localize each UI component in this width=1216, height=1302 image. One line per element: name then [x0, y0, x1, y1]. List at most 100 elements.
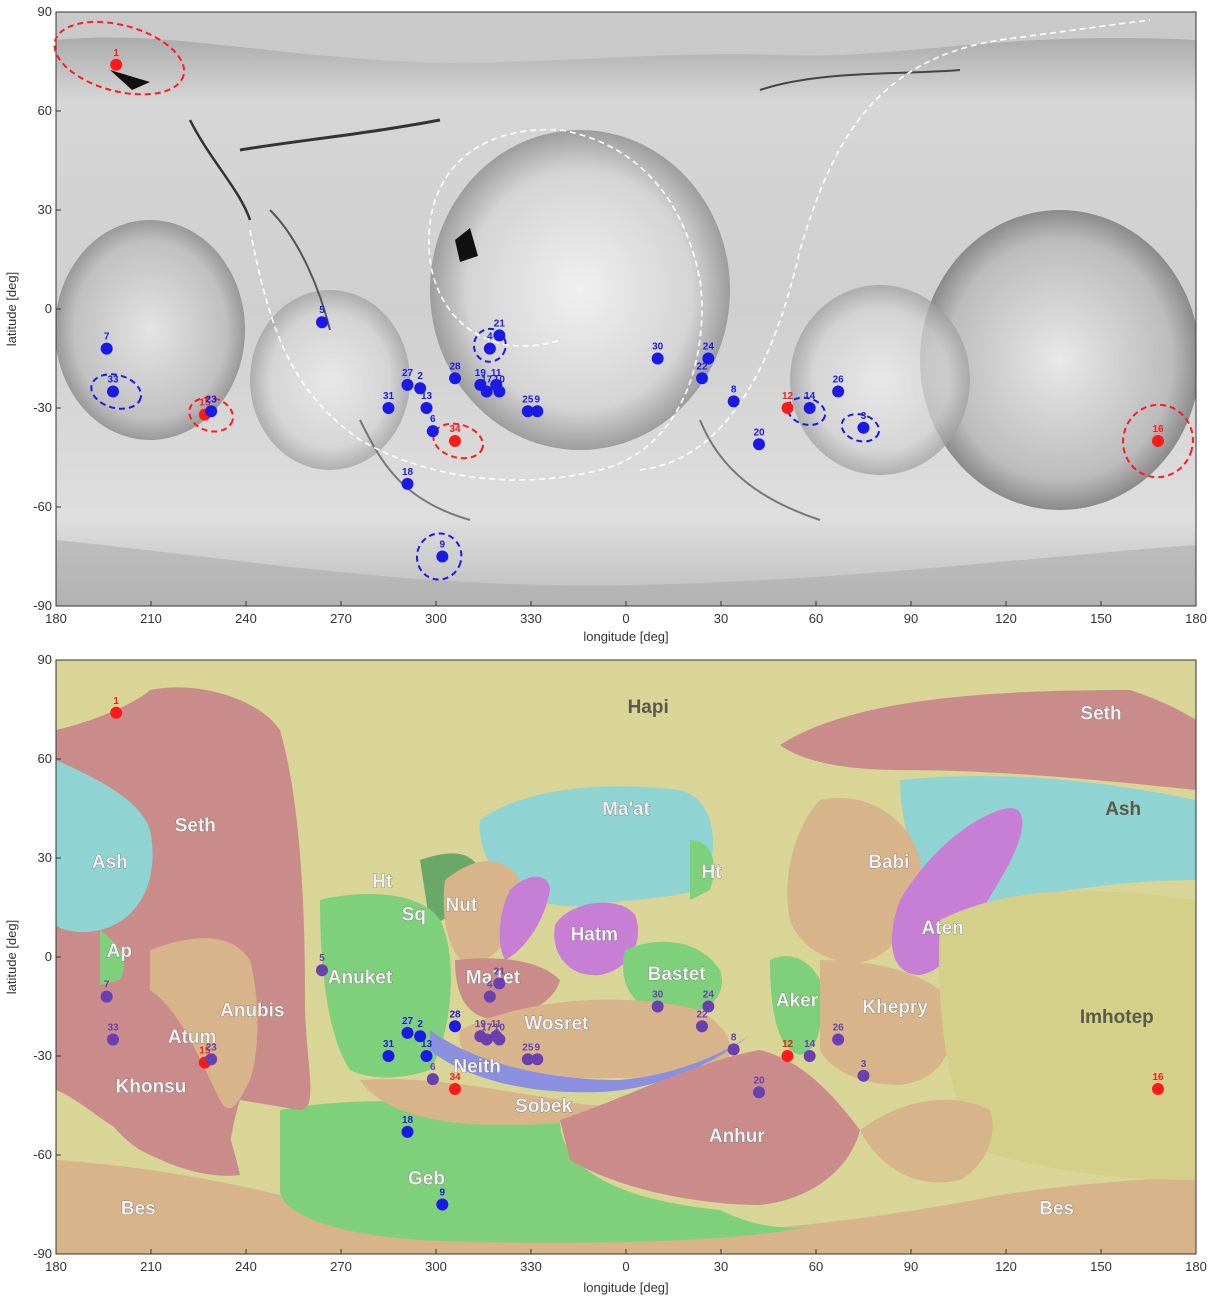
uncertainty-ellipses [53, 20, 1194, 581]
event-marker[interactable] [401, 378, 414, 391]
event-marker[interactable] [521, 1053, 534, 1066]
event-marker[interactable] [426, 425, 439, 438]
event-marker[interactable] [531, 405, 544, 418]
event-marker[interactable] [781, 1050, 794, 1062]
region-label: Babi [868, 852, 909, 873]
event-marker[interactable] [857, 1069, 870, 1082]
event-marker[interactable] [205, 1053, 218, 1066]
event-marker[interactable] [480, 385, 493, 398]
event-marker[interactable] [110, 58, 123, 71]
x-tick-label: 30 [714, 611, 728, 626]
event-marker[interactable] [753, 438, 765, 451]
event-marker[interactable] [651, 1000, 664, 1013]
event-marker[interactable] [110, 706, 123, 719]
event-marker[interactable] [100, 990, 113, 1003]
event-marker[interactable] [493, 1033, 506, 1046]
event-marker[interactable] [696, 1020, 708, 1033]
event-marker[interactable] [426, 1073, 439, 1086]
event-marker[interactable] [803, 1050, 816, 1062]
event-marker[interactable] [493, 977, 506, 990]
event-marker[interactable] [493, 385, 506, 398]
event-marker[interactable] [420, 1050, 433, 1062]
event-marker[interactable] [1152, 1083, 1164, 1095]
event-marker[interactable] [753, 1086, 765, 1099]
event-marker[interactable] [832, 1033, 845, 1046]
event-marker[interactable] [702, 1000, 715, 1013]
event-label: 14 [804, 391, 816, 402]
event-label: 15 [199, 398, 211, 409]
event-marker[interactable] [803, 402, 816, 414]
uncertainty-ellipse [1122, 403, 1194, 479]
event-label: 24 [703, 342, 715, 353]
event-marker[interactable] [420, 402, 433, 414]
y-tick-label: 0 [45, 301, 52, 316]
event-marker[interactable] [436, 1198, 449, 1211]
event-label: 9 [440, 540, 446, 551]
event-marker[interactable] [414, 382, 427, 395]
event-marker[interactable] [436, 550, 449, 563]
x-tick-label: 30 [714, 1259, 728, 1274]
event-label: 28 [449, 361, 461, 372]
event-marker[interactable] [702, 352, 715, 365]
y-tick-label: 30 [38, 202, 52, 217]
event-marker[interactable] [781, 402, 794, 414]
event-marker[interactable] [449, 1020, 461, 1033]
event-marker[interactable] [483, 342, 496, 355]
event-marker[interactable] [1152, 435, 1164, 447]
event-label: 33 [107, 375, 119, 386]
event-marker[interactable] [727, 395, 740, 408]
event-marker[interactable] [107, 1033, 119, 1046]
event-marker[interactable] [401, 1026, 414, 1039]
event-label: 21 [494, 318, 506, 329]
event-marker[interactable] [382, 1050, 395, 1062]
event-marker[interactable] [100, 342, 113, 355]
event-marker[interactable] [107, 385, 119, 398]
y-tick-label: -60 [33, 499, 52, 514]
event-label: 22 [696, 361, 708, 372]
event-marker[interactable] [483, 990, 496, 1003]
event-label: 20 [753, 1075, 765, 1086]
x-tick-label: 210 [140, 1259, 162, 1274]
region-label: Anuket [328, 967, 393, 988]
event-marker[interactable] [449, 372, 461, 385]
event-marker[interactable] [521, 405, 534, 418]
event-marker[interactable] [857, 421, 870, 434]
region-label: Sq [402, 905, 426, 926]
event-marker[interactable] [449, 1083, 461, 1095]
y-tick-labels-bottom: 90 60 30 0 -30 -60 -90 [33, 652, 61, 1261]
uncertainty-ellipse [472, 327, 507, 363]
event-label: 18 [402, 467, 414, 478]
event-marker[interactable] [401, 1125, 414, 1138]
y-axis-label: latitude [deg] [4, 272, 19, 346]
dashed-boundary-lines [249, 19, 1151, 481]
event-label: 4 [487, 332, 493, 343]
region-label: Nut [446, 895, 478, 916]
event-marker[interactable] [696, 372, 708, 385]
event-label: 17 [481, 1023, 493, 1034]
event-marker[interactable] [205, 405, 218, 418]
event-label: 3 [861, 1059, 867, 1070]
event-marker[interactable] [316, 964, 328, 977]
region-aker [770, 956, 822, 1055]
event-marker[interactable] [480, 1033, 493, 1046]
x-tick-label: 270 [330, 611, 352, 626]
y-tick-label: 30 [38, 850, 52, 865]
x-tick-label: 120 [995, 1259, 1017, 1274]
x-tick-labels: 180 210 240 270 300 330 0 30 60 90 120 150 180 [45, 601, 1207, 626]
event-marker[interactable] [382, 402, 395, 414]
event-label: 5 [319, 305, 325, 316]
event-marker[interactable] [493, 329, 506, 342]
event-marker[interactable] [832, 385, 845, 398]
event-marker[interactable] [727, 1043, 740, 1056]
x-tick-label: 180 [1185, 1259, 1207, 1274]
event-marker[interactable] [531, 1053, 544, 1066]
event-marker[interactable] [401, 477, 414, 490]
event-marker[interactable] [414, 1030, 427, 1043]
event-marker[interactable] [651, 352, 664, 365]
event-marker[interactable] [316, 316, 328, 329]
x-tick-label: 180 [1185, 611, 1207, 626]
region-aten [891, 808, 1023, 975]
region-babi [787, 798, 921, 963]
event-marker[interactable] [449, 435, 461, 447]
x-tick-label: 90 [904, 1259, 918, 1274]
